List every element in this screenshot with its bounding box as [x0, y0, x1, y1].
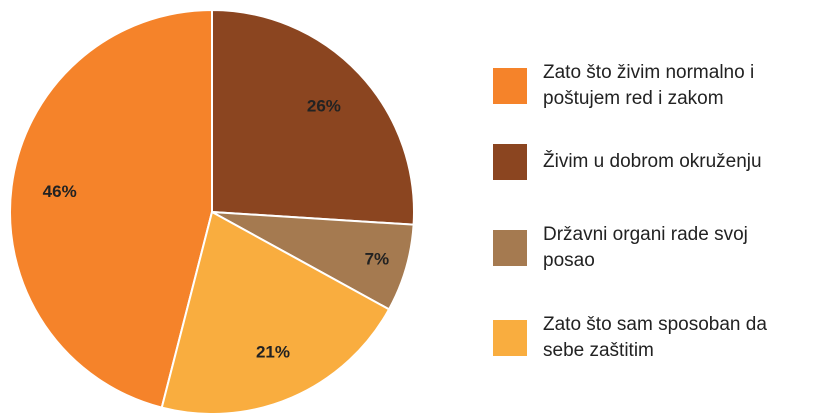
data-label: 46% [43, 182, 77, 201]
data-label: 7% [365, 249, 390, 268]
legend-label: Zato što živim normalno i poštujem red i… [543, 62, 755, 109]
data-label: 21% [256, 342, 290, 361]
legend-label: Državni organi rade svoj posao [543, 224, 748, 271]
legend-swatch [493, 144, 527, 180]
legend-item: Državni organi rade svoj posao [493, 222, 803, 274]
legend-item: Zato što živim normalno i poštujem red i… [493, 60, 803, 112]
legend-label: Živim u dobrom okruženju [543, 151, 762, 172]
legend-swatch [493, 68, 527, 104]
legend-swatch [493, 230, 527, 266]
legend-item: Živim u dobrom okruženju [493, 144, 803, 180]
legend-swatch [493, 320, 527, 356]
pie-slice [9, 8, 213, 409]
data-label: 26% [307, 96, 341, 115]
pie-slice [211, 8, 415, 226]
legend-item: Zato što sam sposoban da sebe zaštitim [493, 312, 803, 364]
legend-label: Zato što sam sposoban da sebe zaštitim [543, 314, 767, 361]
